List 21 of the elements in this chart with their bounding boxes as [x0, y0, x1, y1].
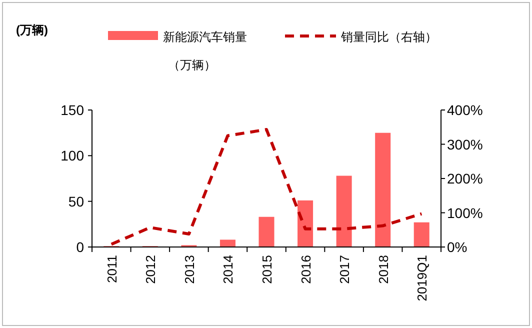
x-tick-label: 2017: [337, 255, 352, 284]
x-tick-label: 2012: [143, 255, 158, 284]
y2-tick-label: 200%: [447, 170, 483, 186]
x-tick-label: 2011: [104, 255, 120, 283]
y2-tick-label: 400%: [447, 102, 483, 118]
legend-label: 销量同比（右轴）: [340, 30, 437, 44]
x-tick-label: 2019Q1: [414, 255, 430, 302]
text: (万辆): [16, 23, 48, 37]
y-tick-label: 150: [60, 102, 84, 118]
legend-label: 新能源汽车销量（万辆）: [163, 30, 247, 72]
y-tick-label: 100: [60, 148, 84, 164]
x-tick-label: 2016: [298, 255, 314, 284]
x-tick-label: 2013: [182, 255, 197, 284]
y-tick-label: 50: [68, 193, 84, 210]
y2-tick-label: 0%: [447, 239, 468, 255]
y-tick-label: 0: [76, 239, 84, 255]
y2-tick-label: 300%: [447, 136, 483, 152]
x-tick-label: 2018: [376, 255, 391, 284]
x-tick-label: 2014: [220, 255, 236, 284]
x-tick-label: 2015: [260, 255, 274, 284]
y2-tick-label: 100%: [447, 204, 483, 221]
